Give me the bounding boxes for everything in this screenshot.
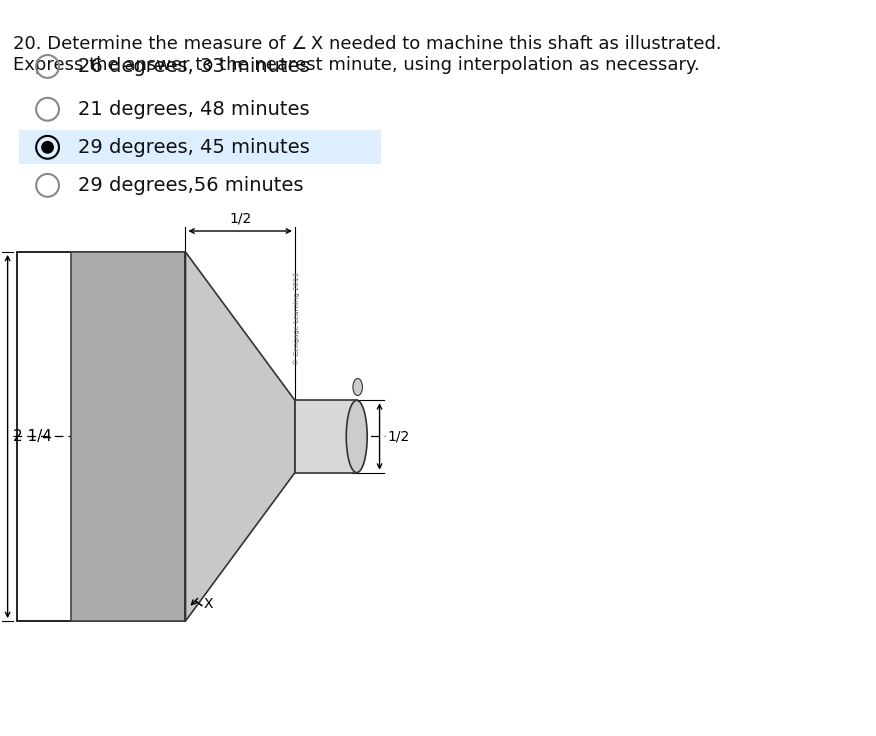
Bar xyxy=(295,400,357,473)
Text: 1/2: 1/2 xyxy=(229,211,251,225)
Circle shape xyxy=(42,141,53,153)
Text: 29 degrees,56 minutes: 29 degrees,56 minutes xyxy=(78,176,303,195)
Text: 21 degrees, 48 minutes: 21 degrees, 48 minutes xyxy=(78,100,309,118)
Text: 29 degrees, 45 minutes: 29 degrees, 45 minutes xyxy=(78,138,310,157)
Text: Express the answer to the nearest minute, using interpolation as necessary.: Express the answer to the nearest minute… xyxy=(13,56,700,74)
Polygon shape xyxy=(186,252,295,621)
Text: 20. Determine the measure of ∠ X needed to machine this shaft as illustrated.: 20. Determine the measure of ∠ X needed … xyxy=(13,35,722,53)
Text: 26 degrees, 33 minutes: 26 degrees, 33 minutes xyxy=(78,57,309,76)
Text: 1/2: 1/2 xyxy=(387,430,409,444)
Ellipse shape xyxy=(346,400,367,473)
Bar xyxy=(18,252,186,621)
Bar xyxy=(71,252,186,621)
Text: 2 1/4: 2 1/4 xyxy=(13,429,53,444)
Text: X: X xyxy=(203,597,213,611)
Ellipse shape xyxy=(353,378,363,395)
Text: © Cengage Learning 2013: © Cengage Learning 2013 xyxy=(293,272,300,365)
FancyBboxPatch shape xyxy=(19,130,380,164)
